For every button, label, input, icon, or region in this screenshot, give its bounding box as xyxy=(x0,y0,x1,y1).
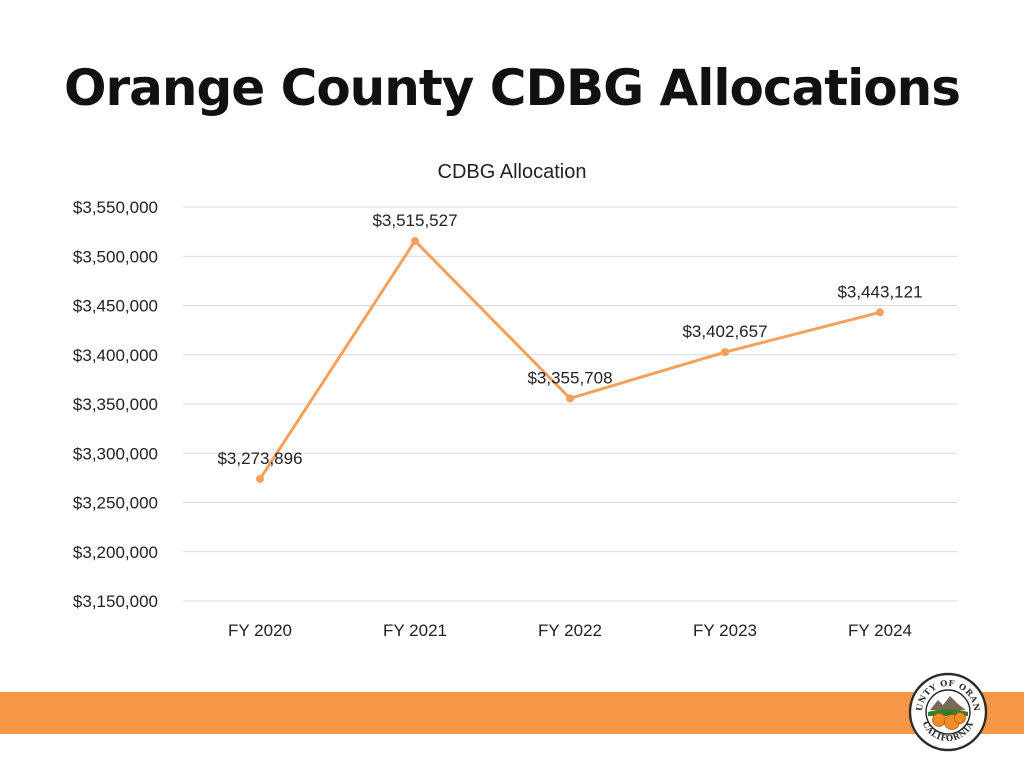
series-line-layer xyxy=(256,236,884,483)
y-tick-label: $3,300,000 xyxy=(73,444,158,463)
x-tick-label: FY 2022 xyxy=(538,621,602,640)
data-label: $3,355,708 xyxy=(527,368,612,387)
data-point xyxy=(411,236,419,245)
data-label: $3,515,527 xyxy=(372,211,457,230)
x-tick-label: FY 2021 xyxy=(383,621,447,640)
slide-title: Orange County CDBG Allocations xyxy=(64,59,961,117)
x-tick-label: FY 2020 xyxy=(228,621,292,640)
y-tick-label: $3,500,000 xyxy=(73,247,158,266)
y-tick-label: $3,250,000 xyxy=(73,494,158,513)
y-tick-label: $3,550,000 xyxy=(73,198,158,217)
data-point xyxy=(566,394,574,403)
x-tick-label: FY 2024 xyxy=(848,621,912,640)
data-label: $3,273,896 xyxy=(217,449,302,468)
cdbg-line-chart: CDBG Allocation $3,550,000 $3,500,000 $3,4… xyxy=(73,161,957,640)
data-point xyxy=(876,308,884,317)
data-point xyxy=(256,474,264,483)
data-label-layer: $3,273,896 $3,515,527 $3,355,708 $3,402,657… xyxy=(217,211,922,468)
county-of-orange-seal-icon: COUNTY OF ORANGE CALIFORNIA xyxy=(908,672,988,752)
x-tick-label: FY 2023 xyxy=(693,621,757,640)
y-axis-tick-labels: $3,550,000 $3,500,000 $3,450,000 $3,400,000… xyxy=(73,198,158,611)
data-label: $3,443,121 xyxy=(837,282,922,301)
data-label: $3,402,657 xyxy=(682,322,767,341)
y-tick-label: $3,350,000 xyxy=(73,395,158,414)
data-point xyxy=(721,348,729,357)
y-tick-label: $3,450,000 xyxy=(73,297,158,316)
y-tick-label: $3,200,000 xyxy=(73,543,158,562)
series-line xyxy=(258,239,882,481)
grid-lines xyxy=(183,206,957,602)
x-axis-tick-labels: FY 2020 FY 2021 FY 2022 FY 2023 FY 2024 xyxy=(228,621,912,640)
footer-orange-bar xyxy=(0,692,1024,734)
y-tick-label: $3,400,000 xyxy=(73,346,158,365)
chart-title: CDBG Allocation xyxy=(438,161,587,183)
y-tick-label: $3,150,000 xyxy=(73,592,158,611)
